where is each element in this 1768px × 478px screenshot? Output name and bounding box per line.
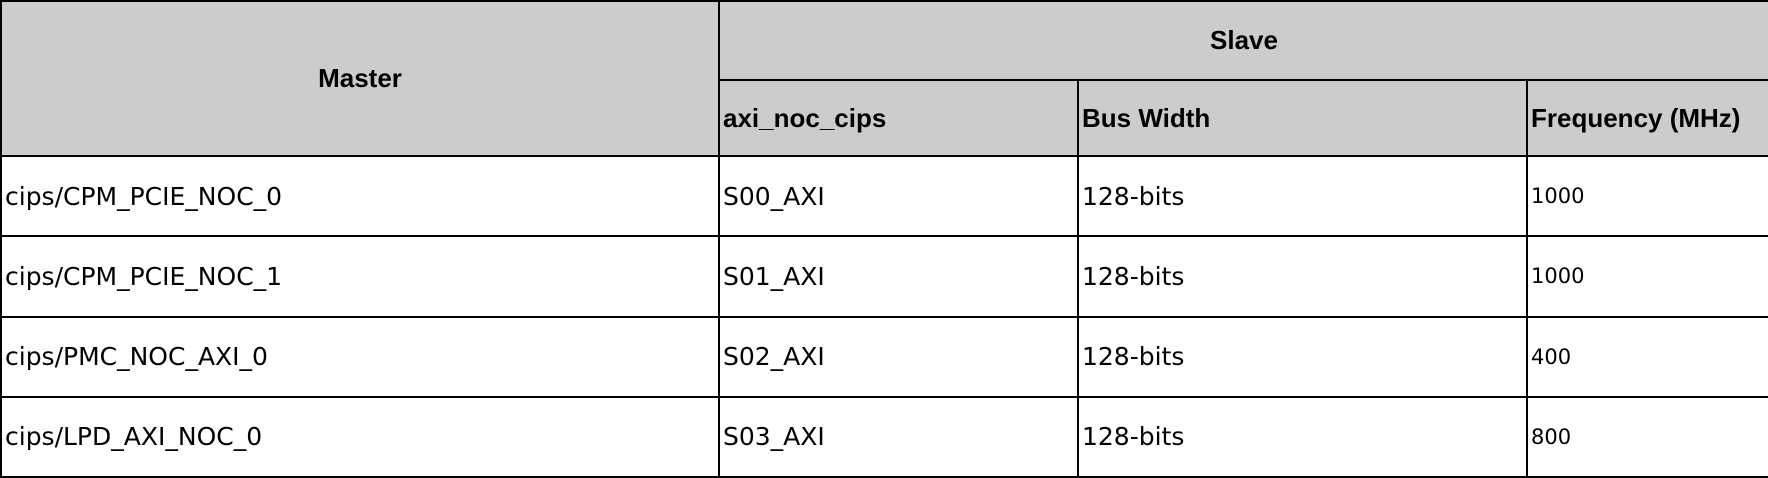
table-row: cips/CPM_PCIE_NOC_1 S01_AXI 128-bits 100… bbox=[0, 235, 1768, 318]
master-cell: cips/CPM_PCIE_NOC_1 bbox=[0, 235, 720, 318]
table-row: cips/PMC_NOC_AXI_0 S02_AXI 128-bits 400 bbox=[0, 315, 1768, 398]
axi-noc-cips-header: axi_noc_cips bbox=[718, 79, 1079, 157]
master-cell: cips/CPM_PCIE_NOC_0 bbox=[0, 154, 720, 238]
header-row-sub: axi_noc_cips Bus Width Frequency (MHz) bbox=[1, 79, 1768, 157]
bus-width-cell: 128-bits bbox=[1077, 395, 1528, 478]
table-row: cips/LPD_AXI_NOC_0 S03_AXI 128-bits 800 bbox=[0, 395, 1768, 478]
bus-width-cell: 128-bits bbox=[1077, 315, 1528, 398]
bus-width-cell: 128-bits bbox=[1077, 154, 1528, 238]
bus-width-header: Bus Width bbox=[1077, 79, 1528, 157]
frequency-cell: 1000 bbox=[1525, 235, 1768, 318]
frequency-cell: 1000 bbox=[1525, 154, 1768, 238]
table-row: cips/CPM_PCIE_NOC_0 S00_AXI 128-bits 100… bbox=[0, 154, 1768, 238]
frequency-cell: 400 bbox=[1525, 315, 1768, 398]
table-header: Master Slave axi_noc_cips Bus Width Freq… bbox=[0, 0, 1768, 157]
axi-noc-cips-cell: S02_AXI bbox=[718, 315, 1079, 398]
master-cell: cips/PMC_NOC_AXI_0 bbox=[0, 315, 720, 398]
axi-noc-cips-cell: S00_AXI bbox=[718, 154, 1079, 238]
table-body: cips/CPM_PCIE_NOC_0 S00_AXI 128-bits 100… bbox=[0, 154, 1768, 478]
master-header: Master bbox=[0, 0, 720, 157]
bus-width-cell: 128-bits bbox=[1077, 235, 1528, 318]
axi-noc-cips-cell: S03_AXI bbox=[718, 395, 1079, 478]
frequency-cell: 800 bbox=[1525, 395, 1768, 478]
frequency-header: Frequency (MHz) bbox=[1525, 79, 1768, 157]
slave-header: Slave bbox=[717, 0, 1768, 81]
master-cell: cips/LPD_AXI_NOC_0 bbox=[0, 395, 720, 478]
header-row-top: Master Slave bbox=[0, 0, 1768, 157]
axi-noc-cips-cell: S01_AXI bbox=[718, 235, 1079, 318]
